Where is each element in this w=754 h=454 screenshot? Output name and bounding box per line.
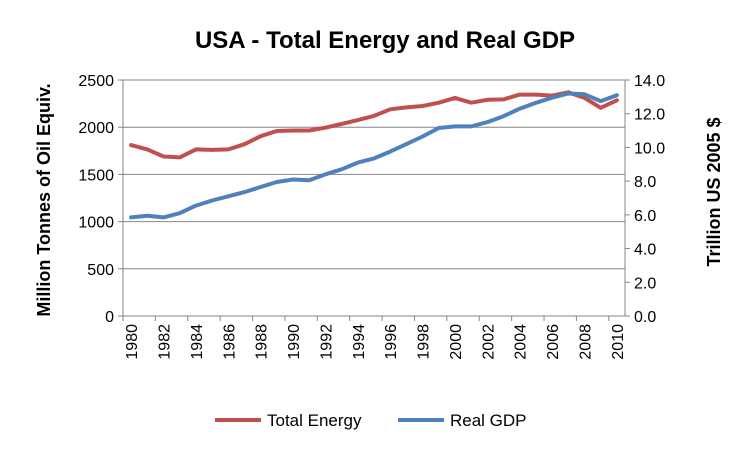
x-tick-label: 1980 — [124, 324, 141, 360]
x-tick-label: 2002 — [480, 324, 497, 360]
legend-label-total-energy: Total Energy — [267, 411, 362, 430]
y-right-tick-label: 10.0 — [634, 140, 665, 157]
x-tick-label: 1986 — [221, 324, 238, 360]
x-tick-label: 1990 — [286, 324, 303, 360]
y-left-tick-label: 500 — [87, 262, 114, 279]
gridlines — [123, 79, 625, 270]
x-tick-label: 1994 — [351, 324, 368, 360]
y-right-tick-label: 12.0 — [634, 107, 665, 124]
series-line-real-gdp — [129, 91, 619, 220]
y-left-tick-label: 2000 — [78, 120, 114, 137]
y-right-tick-label: 2.0 — [634, 275, 656, 292]
x-tick-label: 2004 — [513, 324, 530, 360]
y-left-tick-label: 0 — [105, 309, 114, 326]
y-left-tick-label: 1000 — [78, 215, 114, 232]
axes — [118, 79, 630, 321]
y-axis-right-label: Trillion US 2005 $ — [704, 117, 724, 266]
legend-label-real-gdp: Real GDP — [450, 411, 527, 430]
y-right-tick-label: 8.0 — [634, 174, 656, 191]
x-tick-label: 1996 — [383, 324, 400, 360]
y-right-tick-label: 0.0 — [634, 309, 656, 326]
x-tick-label: 1998 — [416, 324, 433, 360]
chart-title: USA - Total Energy and Real GDP — [195, 27, 575, 54]
series-line-total-energy — [129, 90, 619, 160]
series-lines — [129, 90, 619, 220]
legend: Total Energy Real GDP — [215, 411, 527, 430]
y-right-tick-label: 4.0 — [634, 242, 656, 259]
x-tick-label: 2006 — [545, 324, 562, 360]
y-right-tick-label: 6.0 — [634, 208, 656, 225]
y-axis-left-label: Million Tonnes of Oil Equiv. — [34, 83, 54, 316]
tick-labels: 0 500 1000 1500 2000 2500 0.0 2.0 4.0 6.0 8.0 10.0 1… — [78, 73, 665, 360]
x-tick-label: 1992 — [318, 324, 335, 360]
x-tick-label: 1988 — [254, 324, 271, 360]
y-left-tick-label: 2500 — [78, 73, 114, 90]
x-tick-label: 2010 — [610, 324, 627, 360]
x-tick-label: 2000 — [448, 324, 465, 360]
y-left-tick-label: 1500 — [78, 167, 114, 184]
x-tick-label: 2008 — [578, 324, 595, 360]
y-right-tick-label: 14.0 — [634, 73, 665, 90]
x-tick-label: 1984 — [189, 324, 206, 360]
x-tick-label: 1982 — [156, 324, 173, 360]
